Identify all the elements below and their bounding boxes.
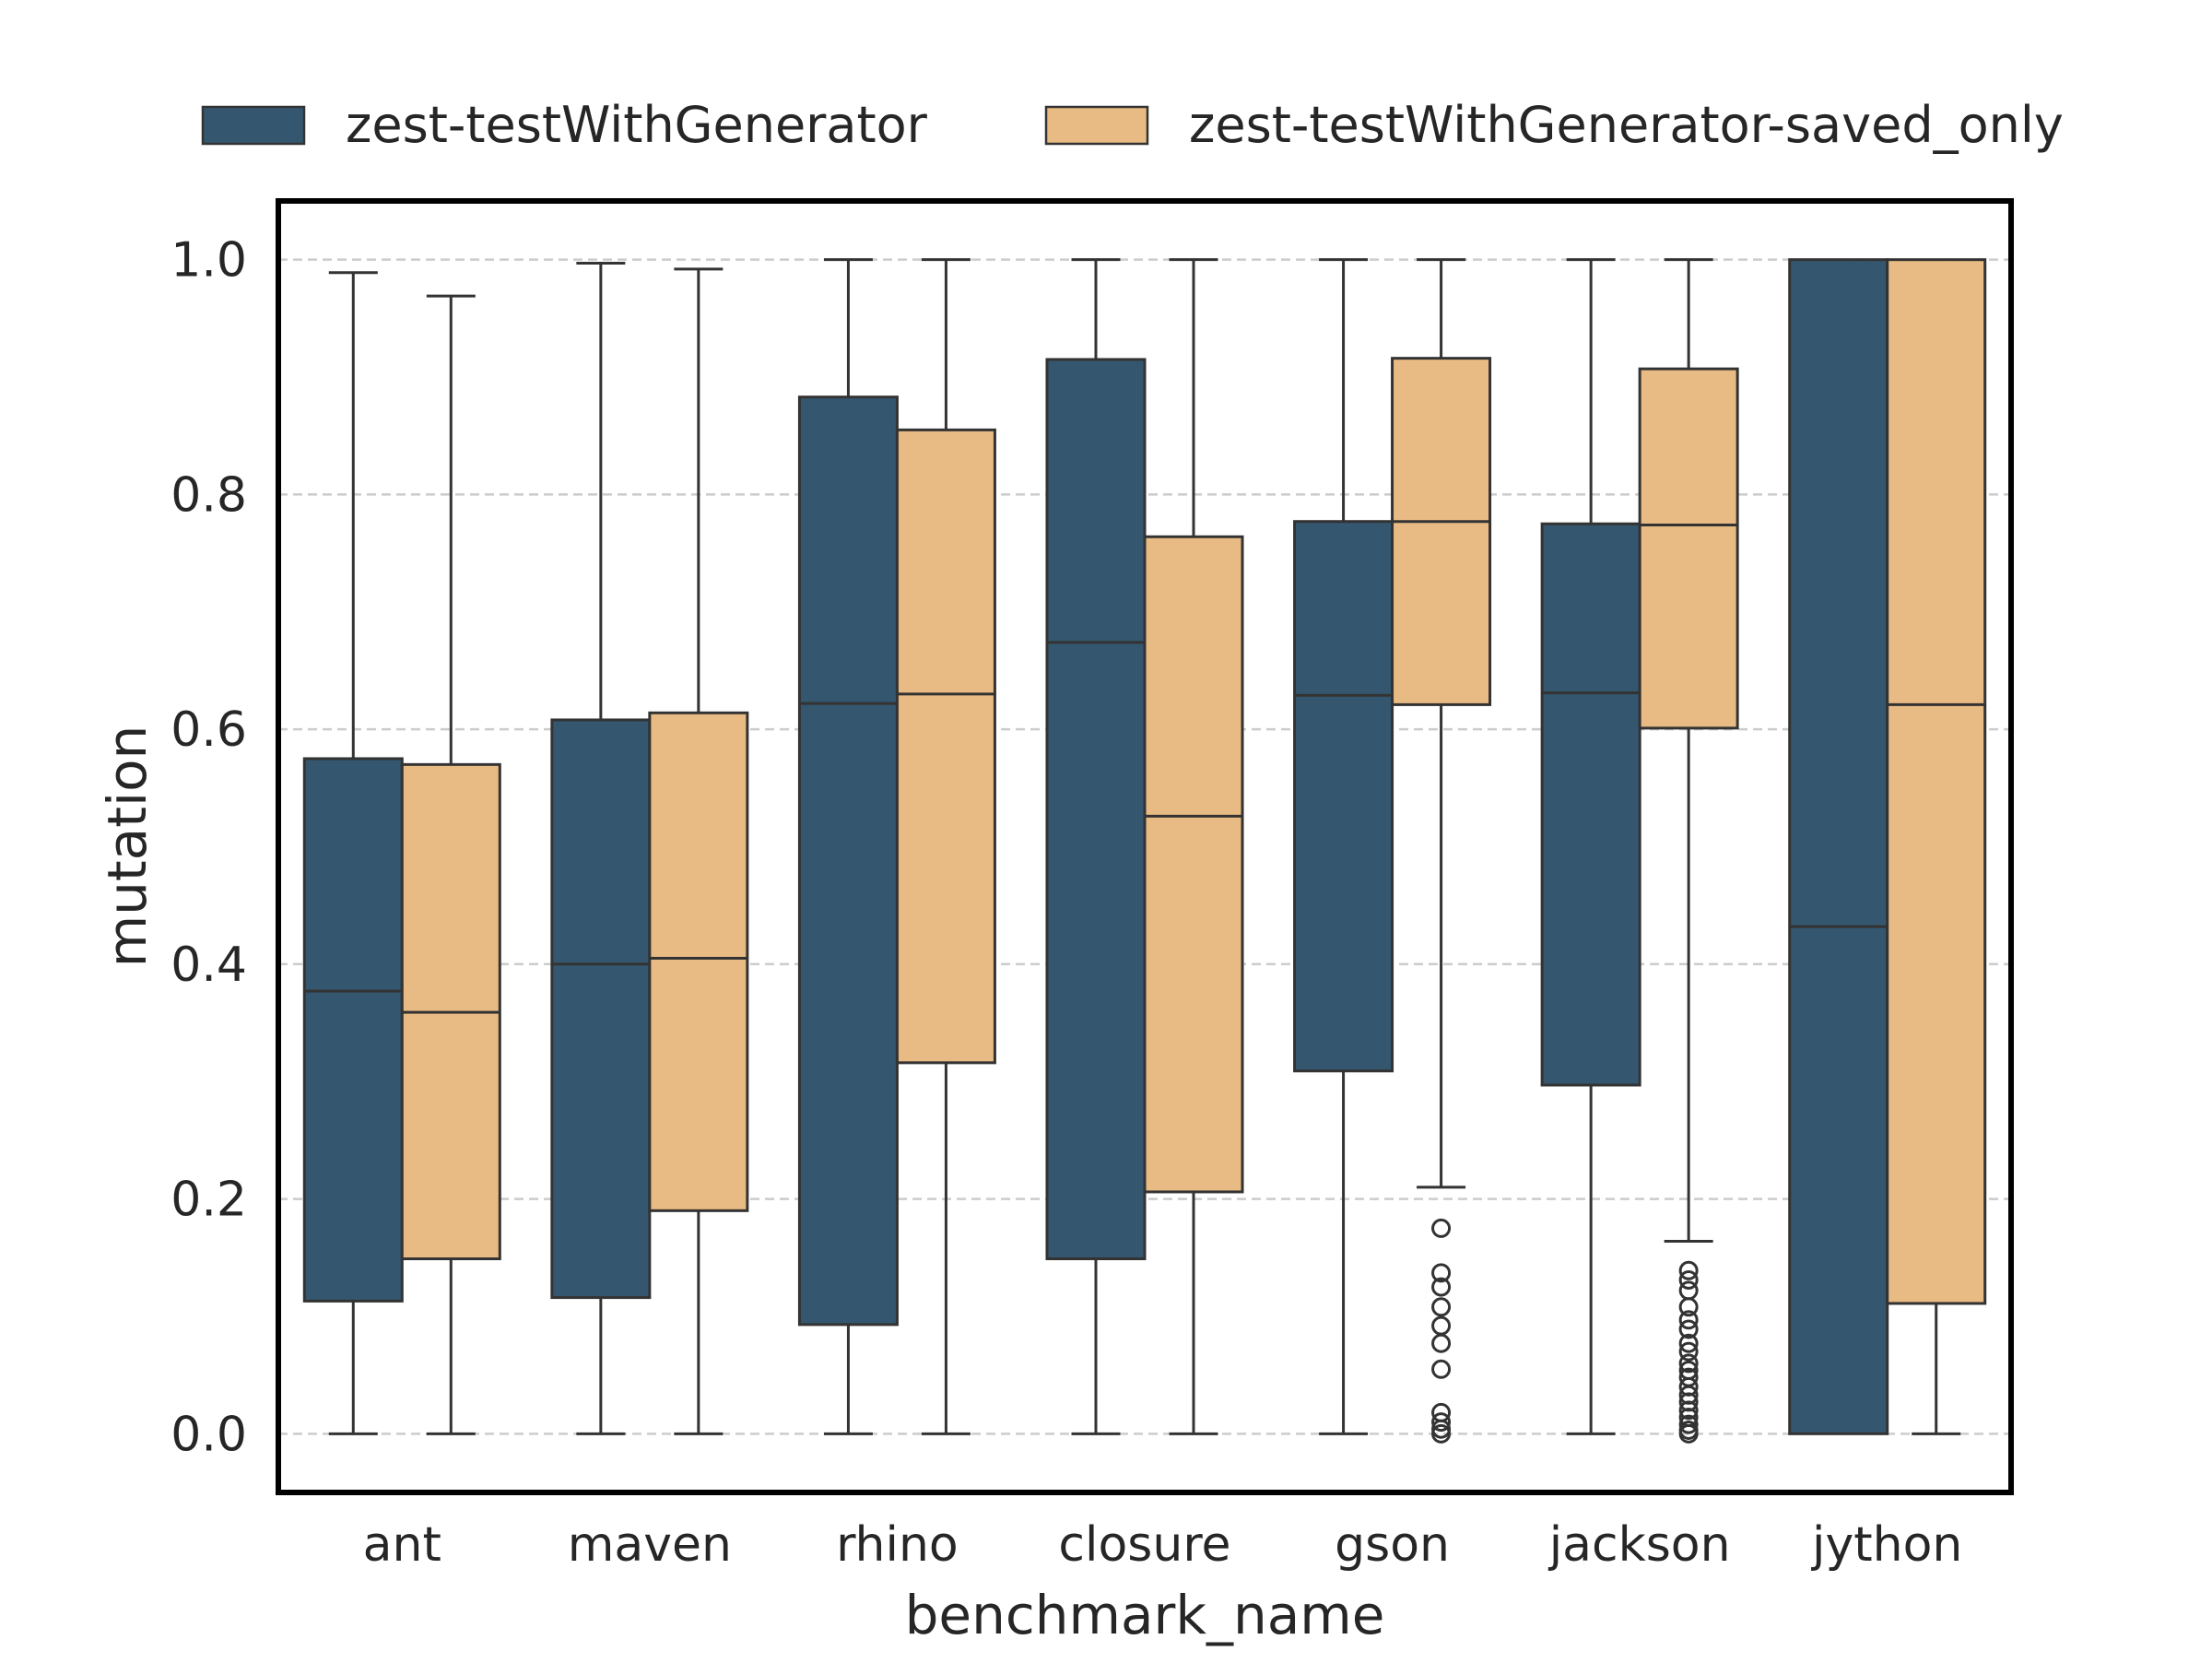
- outlier-point: [1678, 1260, 1699, 1280]
- legend-swatch-0: [201, 105, 306, 146]
- outlier-point: [1678, 1269, 1699, 1290]
- iqr-box: [1540, 522, 1641, 1087]
- x-tick-label: ant: [363, 1517, 441, 1573]
- plot-frame: [276, 198, 2014, 1495]
- box-maven-series-0: [550, 262, 652, 1435]
- x-tick-label: jython: [1811, 1517, 1962, 1573]
- x-tick-labels: ant maven rhino closure gson jackson jython: [363, 1517, 1963, 1573]
- x-tick-label: rhino: [836, 1517, 959, 1573]
- box-gson-series-0: [1293, 258, 1394, 1435]
- iqr-box: [1293, 520, 1394, 1073]
- y-tick-label: 0.0: [171, 1407, 247, 1462]
- box-ant-series-0: [302, 271, 404, 1435]
- outlier-point: [1431, 1297, 1452, 1317]
- x-tick-label: closure: [1058, 1517, 1230, 1573]
- outlier-point: [1431, 1412, 1452, 1433]
- box-jython-series-0: [1788, 258, 1889, 1435]
- outlier-point: [1431, 1277, 1452, 1297]
- box-rhino-series-0: [797, 258, 899, 1435]
- outlier-point: [1678, 1414, 1699, 1434]
- iqr-box: [1391, 357, 1492, 706]
- legend-label-1: zest-testWithGenerator-saved_only: [1189, 96, 2064, 154]
- iqr-box: [1045, 358, 1147, 1261]
- box-jython-series-1: [1886, 258, 1987, 1435]
- y-tick-label: 0.6: [171, 702, 247, 758]
- iqr-box: [1143, 535, 1244, 1194]
- iqr-box: [1638, 367, 1739, 730]
- box-maven-series-1: [648, 267, 749, 1435]
- iqr-box: [895, 428, 996, 1065]
- legend-swatch-1: [1044, 105, 1149, 146]
- outlier-point: [1431, 1359, 1452, 1379]
- outlier-point: [1678, 1280, 1699, 1301]
- y-tick-label: 0.4: [171, 938, 247, 993]
- outlier-point: [1431, 1333, 1452, 1353]
- box-closure-series-0: [1045, 258, 1147, 1435]
- box-layer: [302, 258, 1987, 1444]
- x-tick-label: maven: [568, 1517, 732, 1573]
- iqr-box: [648, 711, 749, 1212]
- outlier-point: [1678, 1310, 1699, 1330]
- y-tick-label: 1.0: [171, 233, 247, 289]
- outlier-point: [1678, 1319, 1699, 1339]
- y-tick-label: 0.8: [171, 467, 247, 523]
- legend-label-0: zest-testWithGenerator: [346, 96, 928, 154]
- box-jackson-series-0: [1540, 258, 1641, 1435]
- outlier-point: [1431, 1423, 1452, 1444]
- outlier-point: [1678, 1353, 1699, 1374]
- iqr-box: [302, 757, 404, 1303]
- legend: zest-testWithGenerator zest-testWithGene…: [201, 96, 2064, 154]
- y-tick-labels: 0.0 0.2 0.4 0.6 0.8 1.0: [171, 233, 247, 1463]
- x-tick-label: jackson: [1548, 1517, 1731, 1573]
- iqr-box: [1886, 258, 1987, 1305]
- box-closure-series-1: [1143, 258, 1244, 1435]
- outlier-point: [1678, 1341, 1699, 1362]
- iqr-box: [1788, 258, 1889, 1435]
- iqr-box: [550, 718, 652, 1300]
- box-rhino-series-1: [895, 258, 996, 1435]
- outlier-point: [1678, 1333, 1699, 1353]
- box-jackson-series-1: [1638, 258, 1739, 1444]
- y-axis-title: mutation: [96, 725, 159, 968]
- y-tick-label: 0.2: [171, 1173, 247, 1228]
- box-gson-series-1: [1391, 258, 1492, 1444]
- outlier-point: [1678, 1297, 1699, 1317]
- outlier-point: [1431, 1218, 1452, 1238]
- x-axis-title: benchmark_name: [905, 1584, 1385, 1646]
- iqr-box: [797, 395, 899, 1327]
- outlier-point: [1431, 1263, 1452, 1283]
- outlier-point: [1678, 1400, 1699, 1421]
- outlier-point: [1678, 1423, 1699, 1444]
- outlier-point: [1431, 1315, 1452, 1336]
- x-tick-label: gson: [1335, 1517, 1450, 1573]
- box-ant-series-1: [400, 294, 501, 1435]
